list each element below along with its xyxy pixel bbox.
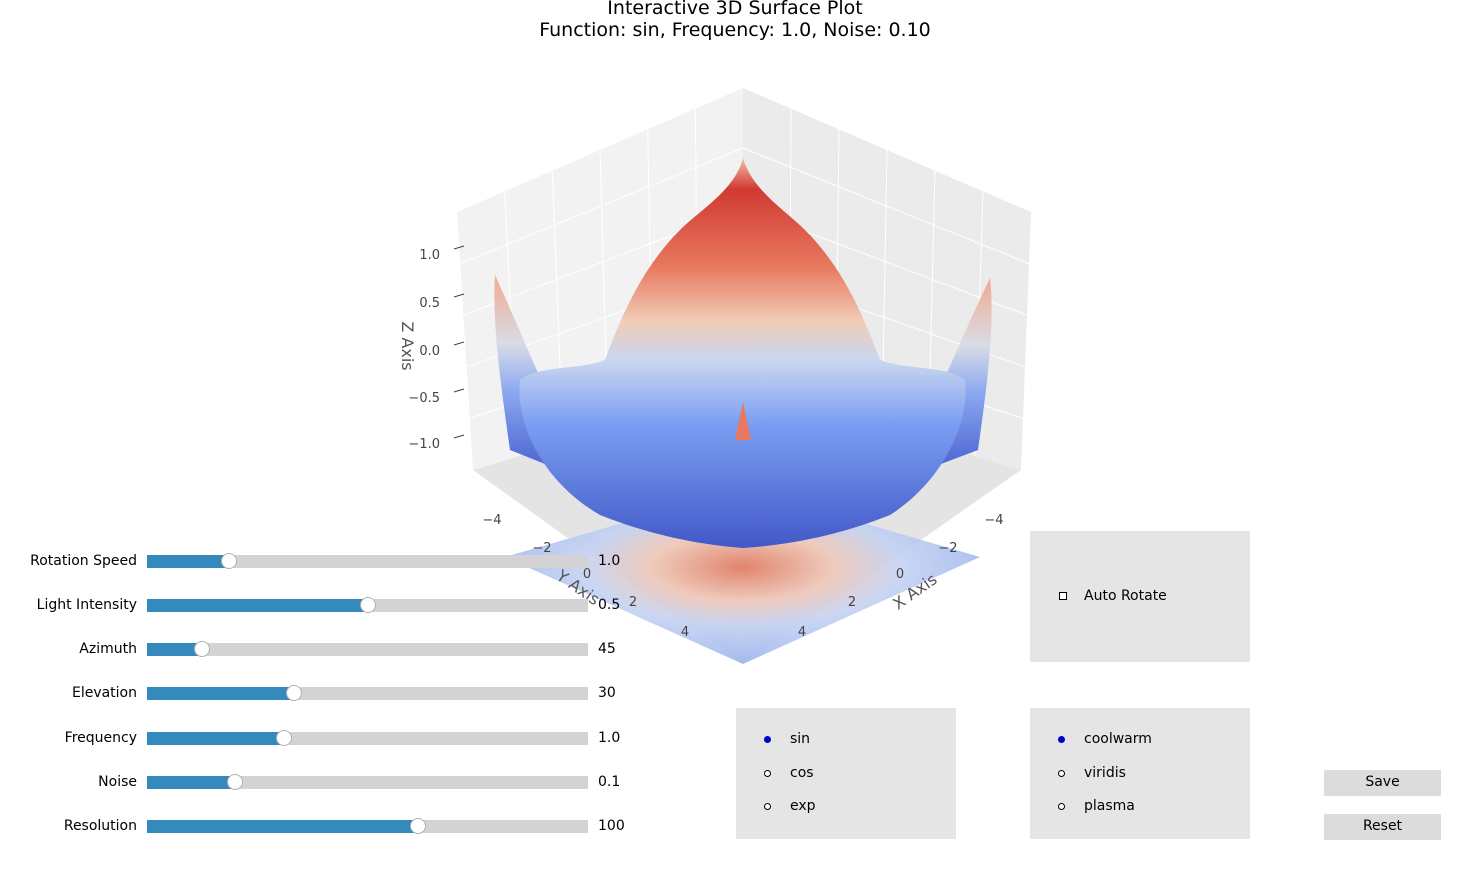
slider-row: Frequency 1.0 (0, 728, 700, 748)
slider-fill (147, 555, 229, 568)
slider-fill (147, 732, 284, 745)
grid-line (742, 147, 1030, 265)
slider-label: Azimuth (79, 641, 137, 657)
slider-fill (147, 776, 236, 789)
z-tick-mark (453, 341, 465, 346)
slider-value: 0.1 (598, 774, 621, 790)
slider-row: Rotation Speed 1.0 (0, 551, 700, 571)
z-tick-label: −1.0 (408, 437, 440, 452)
function-radio-panel: sin cos exp (736, 708, 956, 839)
x-tick-label: 0 (896, 567, 904, 582)
slider-value: 45 (598, 641, 616, 657)
y-tick-label: −2 (532, 541, 551, 556)
slider-track[interactable] (147, 641, 588, 657)
slider-row: Light Intensity 0.5 (0, 595, 700, 615)
slider-row: Elevation 30 (0, 683, 700, 703)
radio-label-cos[interactable]: cos (790, 765, 814, 781)
radio-viridis[interactable] (1058, 770, 1065, 777)
slider-row: Resolution 100 (0, 816, 700, 836)
x-tick-label: −4 (984, 513, 1003, 528)
radio-label-plasma[interactable]: plasma (1084, 798, 1135, 814)
title-line-2: Function: sin, Frequency: 1.0, Noise: 0.… (539, 19, 931, 41)
y-tick-label: −4 (482, 513, 501, 528)
radio-sin[interactable] (764, 736, 771, 743)
radio-cos[interactable] (764, 770, 771, 777)
slider-handle[interactable] (275, 730, 292, 746)
y-tick-label: 0 (583, 567, 591, 582)
slider-fill (147, 820, 419, 833)
z-tick-mark (453, 434, 465, 439)
save-button[interactable]: Save (1324, 770, 1441, 796)
slider-value: 0.5 (598, 597, 621, 613)
slider-handle[interactable] (359, 597, 376, 613)
x-tick-label: 2 (848, 595, 856, 610)
slider-value: 100 (598, 818, 625, 834)
slider-handle[interactable] (285, 685, 302, 701)
slider-label: Noise (98, 774, 137, 790)
slider-handle[interactable] (227, 774, 244, 790)
slider-label: Resolution (63, 818, 137, 834)
radio-label-viridis[interactable]: viridis (1084, 765, 1126, 781)
surface-center-spike (735, 402, 751, 440)
slider-fill (147, 687, 294, 700)
slider-handle[interactable] (194, 641, 211, 657)
z-tick-label: 0.5 (419, 296, 440, 311)
reset-button[interactable]: Reset (1324, 814, 1441, 840)
floor-contour (505, 488, 980, 664)
radio-coolwarm[interactable] (1058, 736, 1065, 743)
slider-track[interactable] (147, 730, 588, 746)
title-line-1: Interactive 3D Surface Plot (607, 0, 863, 19)
z-tick-mark (453, 245, 465, 250)
x-tick-label: −2 (938, 541, 957, 556)
slider-track[interactable] (147, 774, 588, 790)
z-tick-mark (453, 388, 465, 393)
slider-fill (147, 599, 368, 612)
slider-value: 1.0 (598, 730, 621, 746)
z-tick-label: −0.5 (408, 391, 440, 406)
slider-track[interactable] (147, 553, 588, 569)
x-tick-label: 4 (798, 625, 806, 640)
z-tick-label: 0.0 (419, 344, 440, 359)
radio-label-coolwarm[interactable]: coolwarm (1084, 731, 1152, 747)
slider-handle[interactable] (220, 553, 237, 569)
slider-track[interactable] (147, 818, 588, 834)
slider-label: Elevation (71, 685, 137, 701)
slider-value: 30 (598, 685, 616, 701)
y-tick-label: 4 (681, 625, 689, 640)
slider-label: Light Intensity (36, 597, 137, 613)
auto-rotate-label[interactable]: Auto Rotate (1084, 588, 1167, 604)
slider-fill (147, 643, 203, 656)
auto-rotate-checkbox[interactable] (1059, 592, 1067, 600)
z-tick-mark (453, 293, 465, 298)
z-axis-label: Z Axis (398, 321, 417, 370)
slider-track[interactable] (147, 597, 588, 613)
radio-plasma[interactable] (1058, 803, 1065, 810)
auto-rotate-panel: Auto Rotate (1030, 531, 1250, 662)
slider-label: Rotation Speed (30, 553, 137, 569)
z-tick-label: 1.0 (419, 248, 440, 263)
surface-mesh (494, 158, 992, 548)
slider-label: Frequency (64, 730, 137, 746)
slider-row: Azimuth 45 (0, 639, 700, 659)
grid-line (460, 147, 744, 265)
colormap-radio-panel: coolwarm viridis plasma (1030, 708, 1250, 839)
y-tick-label: 2 (629, 595, 637, 610)
radio-exp[interactable] (764, 803, 771, 810)
slider-handle[interactable] (410, 818, 427, 834)
slider-row: Noise 0.1 (0, 772, 700, 792)
slider-value: 1.0 (598, 553, 621, 569)
radio-label-sin[interactable]: sin (790, 731, 811, 747)
radio-label-exp[interactable]: exp (790, 798, 816, 814)
slider-track[interactable] (147, 685, 588, 701)
surface-body (519, 158, 966, 548)
